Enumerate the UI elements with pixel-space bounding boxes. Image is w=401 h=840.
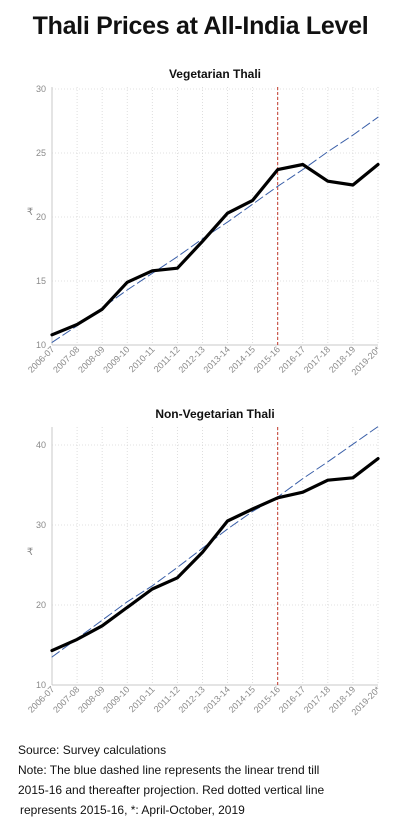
note-line-2: 2015-16 and thereafter projection. Red d… — [18, 783, 325, 797]
nonveg-trend-line — [51, 426, 379, 658]
veg-y-tick-label: 20 — [36, 212, 46, 222]
nonveg-y-axis-label: ₹ — [27, 547, 33, 558]
veg-x-tick-label: 2013-14 — [202, 344, 232, 374]
veg-x-tick-label: 2012-13 — [176, 344, 206, 374]
veg-y-tick-label: 15 — [36, 276, 46, 286]
veg-price-line — [50, 162, 380, 337]
page-title: Thali Prices at All-India Level — [32, 12, 369, 40]
veg-y-tick-label: 25 — [36, 148, 46, 158]
nonveg-x-tick-label: 2009-10 — [101, 684, 131, 714]
veg-x-tick-label: 2010-11 — [127, 344, 157, 374]
nonveg-x-tick-label: 2012-13 — [176, 684, 206, 714]
nonveg-x-tick-label: 2010-11 — [127, 684, 157, 714]
veg-x-tick-label: 2009-10 — [101, 344, 131, 374]
veg-chart-title: Vegetarian Thali — [169, 67, 261, 81]
nonveg-x-tick-label: 2007-08 — [51, 684, 81, 714]
veg-x-tick-label: 2014-15 — [227, 344, 257, 374]
nonveg-y-tick-label: 30 — [36, 520, 46, 530]
veg-y-tick-label: 30 — [36, 84, 46, 94]
nonveg-x-tick-label: 2013-14 — [202, 684, 232, 714]
nonveg-price-line — [50, 456, 380, 653]
veg-x-tick-label: 2008-09 — [76, 344, 106, 374]
nonveg-x-tick-label: 2017-18 — [302, 684, 332, 714]
note-line-1: Note: The blue dashed line represents th… — [18, 763, 320, 777]
veg-x-tick-label: 2017-18 — [302, 344, 332, 374]
nonveg-y-tick-label: 40 — [36, 440, 46, 450]
nonveg-x-tick-label: 2014-15 — [227, 684, 257, 714]
nonveg-x-tick-label: 2008-09 — [76, 684, 106, 714]
veg-x-tick-label: 2016-17 — [277, 344, 307, 374]
veg-x-tick-label: 2007-08 — [51, 344, 81, 374]
nonveg-y-tick-label: 10 — [36, 680, 46, 690]
nonveg-chart-title: Non-Vegetarian Thali — [155, 407, 274, 421]
veg-x-tick-label: 2015-16 — [252, 344, 282, 374]
notes-block: Source: Survey calculations Note: The bl… — [18, 740, 388, 820]
nonveg-y-tick-label: 20 — [36, 600, 46, 610]
non-vegetarian-thali-chart: Non-Vegetarian Thali10203040₹2006-072007… — [26, 407, 383, 717]
source-text: Source: Survey calculations — [18, 743, 167, 757]
note-line-3: represents 2015-16, *: April-October, 20… — [20, 803, 245, 817]
nonveg-x-tick-label: 2015-16 — [252, 684, 282, 714]
nonveg-x-tick-label: 2016-17 — [277, 684, 307, 714]
veg-y-tick-label: 10 — [36, 340, 46, 350]
veg-y-axis-label: ₹ — [27, 207, 33, 218]
vegetarian-thali-chart: Vegetarian Thali1015202530₹2006-072007-0… — [26, 67, 383, 377]
